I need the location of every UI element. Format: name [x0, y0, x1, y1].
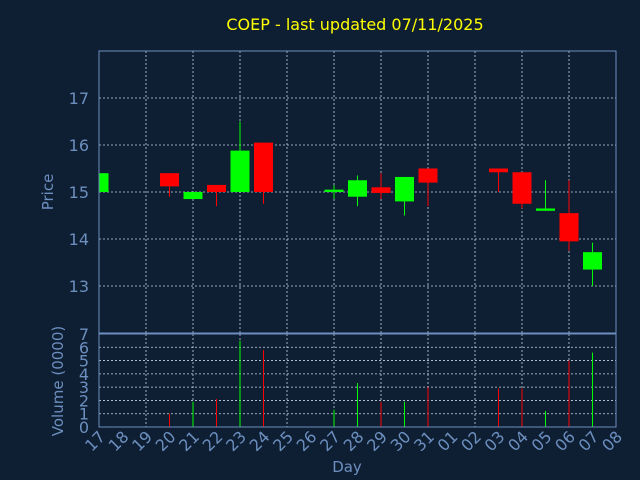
price-axis-label: Price — [39, 174, 57, 211]
candle-body — [512, 172, 532, 204]
candle-body — [207, 184, 226, 192]
volume-tick-label: 3 — [79, 378, 89, 397]
volume-tick-label: 0 — [79, 418, 89, 437]
candle-body — [371, 187, 391, 193]
volume-tick-label: 6 — [79, 338, 89, 357]
x-tick-label: 08 — [598, 427, 626, 455]
x-axis-ticks: 1718192021222324252627282930310102030405… — [81, 427, 626, 455]
chart-title: COEP - last updated 07/11/2025 — [226, 15, 483, 34]
price-tick-label: 17 — [69, 89, 89, 108]
price-plot-frame — [98, 50, 617, 334]
candle-body — [230, 150, 250, 192]
candle-body — [583, 252, 602, 270]
candles — [98, 121, 602, 286]
volume-tick-label: 5 — [79, 352, 89, 371]
x-axis-label: Day — [332, 458, 362, 476]
price-tick-label: 16 — [69, 136, 89, 155]
candle-body — [536, 208, 555, 211]
candle-body — [418, 168, 438, 183]
price-tick-label: 13 — [69, 277, 89, 296]
volume-tick-label: 7 — [79, 325, 89, 344]
candle-body — [324, 189, 344, 192]
volume-tick-label: 2 — [79, 391, 89, 410]
volume-plot-frame — [98, 333, 617, 428]
candle-body — [559, 213, 579, 242]
candle-body — [348, 180, 367, 197]
price-y-ticks: 13 14 15 16 17 — [69, 89, 89, 296]
candle-body — [395, 176, 414, 202]
price-tick-label: 15 — [69, 183, 89, 202]
candle-body — [160, 173, 179, 187]
price-panel: 13 14 15 16 17 Price — [39, 50, 617, 334]
price-tick-label: 14 — [69, 230, 89, 249]
candle-body — [254, 142, 273, 192]
volume-tick-label: 1 — [79, 405, 89, 424]
volume-tick-label: 4 — [79, 365, 89, 384]
volume-axis-label: Volume (0000) — [49, 326, 67, 436]
candle-body — [99, 173, 109, 192]
candle-body — [489, 168, 508, 173]
volume-bars — [169, 340, 593, 427]
candle-body — [183, 192, 203, 200]
